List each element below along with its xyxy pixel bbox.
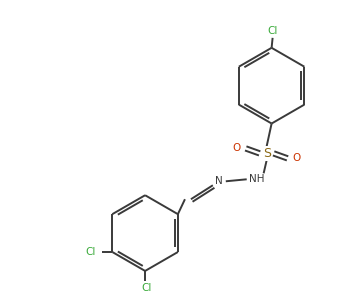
Text: O: O <box>293 153 300 163</box>
Text: N: N <box>215 176 223 186</box>
Text: Cl: Cl <box>267 26 278 36</box>
Text: NH: NH <box>249 174 264 184</box>
Text: S: S <box>263 147 270 160</box>
Text: Cl: Cl <box>85 247 96 257</box>
Text: O: O <box>233 143 241 153</box>
Text: Cl: Cl <box>141 283 151 293</box>
